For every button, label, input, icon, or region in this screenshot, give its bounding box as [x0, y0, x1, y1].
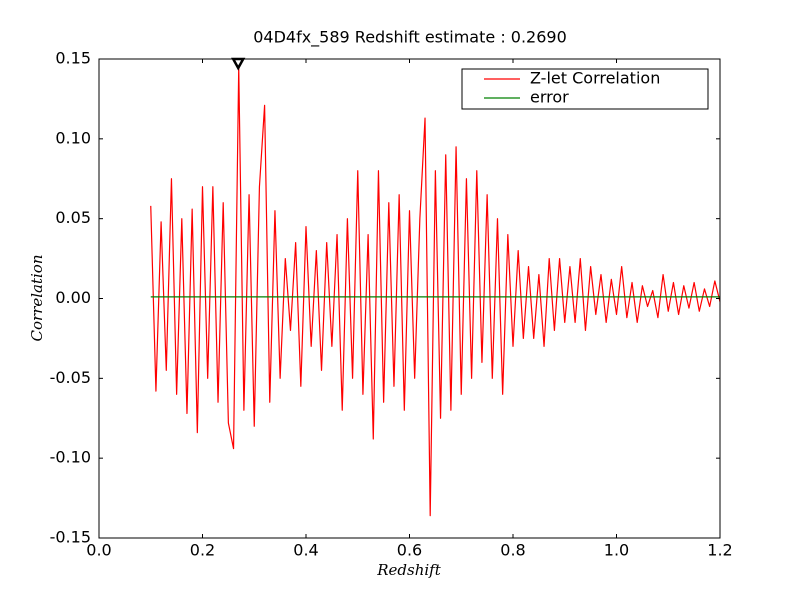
- x-tick-label: 1.0: [604, 541, 629, 560]
- x-tick-label: 1.2: [707, 541, 732, 560]
- x-tick-label: 0.0: [86, 541, 111, 560]
- x-tick-label: 0.6: [397, 541, 422, 560]
- y-tick-label: 0.05: [55, 208, 91, 227]
- y-tick-label: -0.15: [50, 528, 91, 547]
- x-axis-label: Redshift: [376, 561, 441, 579]
- x-tick-label: 0.4: [293, 541, 318, 560]
- legend-label: error: [530, 88, 569, 107]
- y-axis-label: Correlation: [28, 255, 46, 342]
- x-tick-label: 0.2: [190, 541, 215, 560]
- y-tick-label: -0.05: [50, 368, 91, 387]
- y-tick-label: -0.10: [50, 448, 91, 467]
- x-tick-label: 0.8: [500, 541, 525, 560]
- chart-title: 04D4fx_589 Redshift estimate : 0.2690: [253, 28, 567, 48]
- data-line: [150, 66, 721, 517]
- legend-box: [461, 68, 709, 110]
- y-tick-label: 0.00: [55, 288, 91, 307]
- y-tick-label: 0.15: [55, 49, 91, 68]
- y-tick-label: 0.10: [55, 128, 91, 147]
- legend-label: Z-let Correlation: [530, 69, 660, 88]
